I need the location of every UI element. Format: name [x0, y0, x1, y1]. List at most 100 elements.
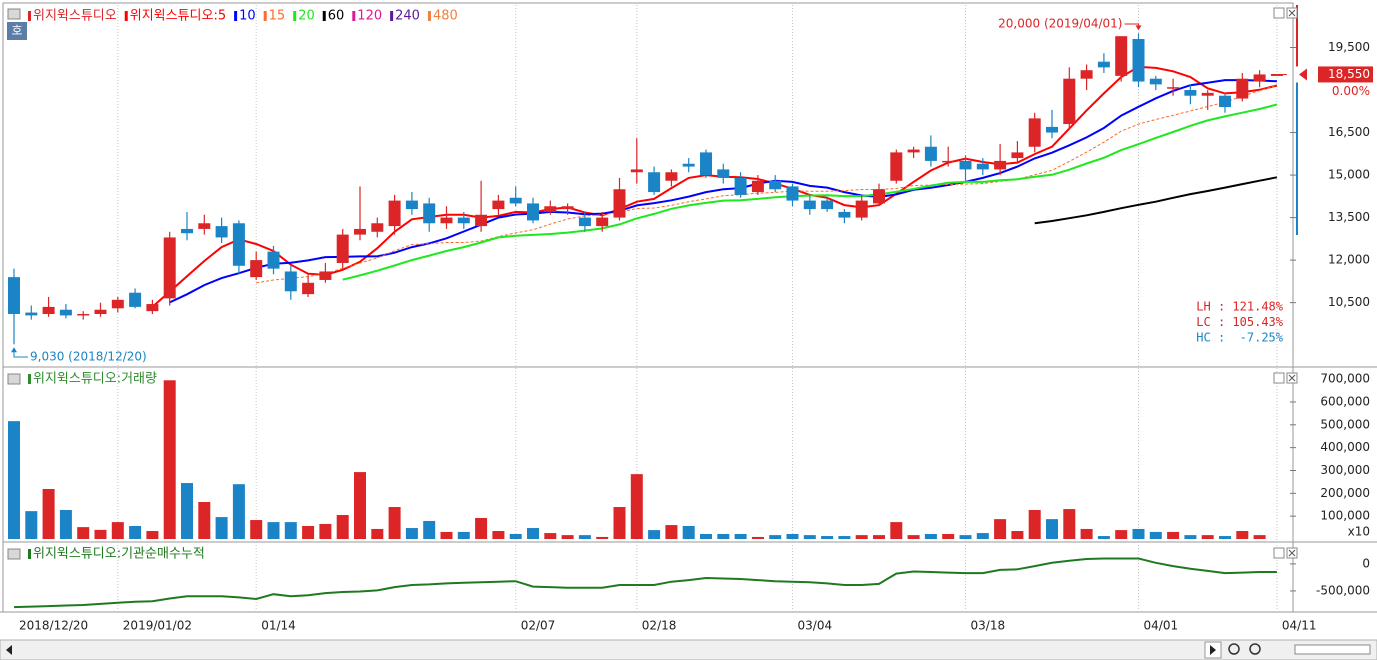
candle-body	[527, 203, 539, 221]
candle-body	[907, 149, 920, 153]
legend-swatch	[427, 11, 431, 21]
range-stat: LH : 121.48%	[1196, 300, 1283, 314]
candle-body	[1149, 78, 1162, 85]
candle-body	[457, 217, 470, 224]
volume-bar	[302, 525, 315, 539]
legend-swatch	[28, 11, 31, 21]
candle-body	[371, 223, 384, 232]
volume-bar	[475, 517, 488, 539]
candle-body	[578, 217, 591, 227]
x-tick-label: 02/07	[521, 619, 556, 633]
candle-body	[284, 271, 297, 292]
candle-body	[942, 160, 955, 163]
volume-bar	[821, 536, 834, 539]
candle-body	[250, 260, 263, 278]
candle-body	[544, 206, 557, 212]
panel-restore[interactable]	[1273, 372, 1285, 384]
volume-bar	[1063, 509, 1076, 539]
candle-body	[994, 160, 1007, 170]
volume-bar	[94, 529, 107, 539]
volume-bar	[665, 525, 678, 539]
volume-bar	[250, 520, 263, 539]
candle-body	[717, 169, 730, 178]
candle-body	[1115, 36, 1128, 76]
candle-body	[8, 277, 20, 314]
volume-bar	[700, 533, 712, 539]
candle-body	[1046, 126, 1058, 133]
candle-body	[77, 313, 90, 316]
candle-body	[665, 172, 678, 181]
candle-body	[1080, 70, 1093, 79]
candle-body	[751, 180, 764, 193]
volume-bar	[1236, 531, 1249, 539]
volume-bar	[492, 531, 505, 539]
candle-body	[319, 271, 332, 280]
zoom-slider[interactable]	[1294, 644, 1371, 655]
order-button[interactable]	[7, 22, 27, 40]
volume-bar	[942, 533, 955, 539]
y-tick-label: 600,000	[1320, 394, 1370, 408]
zoom-in[interactable]	[1249, 643, 1261, 655]
candle-body	[613, 189, 626, 218]
candle-body	[129, 292, 142, 307]
y-tick-label: 13,500	[1328, 210, 1370, 224]
legend-swatch	[293, 11, 297, 21]
candle-body	[475, 214, 488, 227]
volume-bar	[561, 535, 574, 539]
volume-bar	[578, 535, 591, 539]
volume-bar	[890, 522, 903, 539]
candle-body	[630, 169, 643, 173]
candle-body	[1063, 78, 1076, 125]
moving-average	[1034, 176, 1278, 225]
candle-body	[25, 312, 38, 316]
candle-body	[1201, 92, 1214, 96]
legend-label: 위지윅스튜디오:기관순매수누적	[33, 547, 205, 562]
y-tick-label: 0	[1362, 556, 1370, 570]
scroll-right-arrow	[1210, 645, 1216, 655]
unit-label: x10	[1348, 525, 1370, 539]
candle-body	[682, 163, 695, 167]
candle-body	[648, 172, 661, 193]
candle-body	[838, 211, 851, 218]
candle-body	[59, 309, 72, 316]
volume-bar	[994, 519, 1007, 539]
panel-restore[interactable]	[1273, 7, 1285, 19]
zoom-out[interactable]	[1228, 643, 1240, 655]
volume-bar	[734, 533, 747, 539]
volume-bar	[457, 531, 470, 539]
low-arrow	[11, 347, 17, 353]
y-tick-label: 19,500	[1328, 40, 1370, 54]
high-arrow	[1135, 25, 1142, 31]
volume-bar	[769, 535, 782, 539]
panel-restore[interactable]	[1273, 547, 1285, 559]
y-tick-label: 400,000	[1320, 440, 1370, 454]
candle-body	[440, 217, 453, 224]
legend-label: 20	[298, 9, 315, 24]
volume-bar	[129, 525, 142, 539]
panel-close-x	[1288, 549, 1296, 557]
legend-label: 240	[395, 9, 420, 24]
volume-bar	[284, 522, 297, 539]
candle-body	[1219, 95, 1231, 108]
volume-bar	[1028, 509, 1041, 539]
candle-body	[561, 206, 574, 210]
candle-body	[924, 146, 937, 161]
candle-body	[1132, 39, 1145, 82]
legend-label: 15	[269, 9, 286, 24]
x-tick-label: 2018/12/20	[19, 619, 88, 633]
candle-body	[492, 200, 505, 210]
candle-body	[146, 304, 159, 312]
volume-bar	[42, 488, 55, 539]
scrollbar[interactable]	[0, 639, 1377, 660]
candle-body	[734, 177, 747, 195]
volume-bar	[907, 535, 920, 539]
legend-swatch	[28, 549, 31, 559]
volume-bar	[976, 533, 989, 539]
candle-body	[42, 306, 55, 314]
legend-swatch	[234, 11, 238, 21]
candle-body	[1167, 87, 1180, 89]
legend-swatch	[322, 11, 326, 21]
candle-body	[1253, 74, 1266, 82]
scroll-left[interactable]	[6, 645, 12, 655]
